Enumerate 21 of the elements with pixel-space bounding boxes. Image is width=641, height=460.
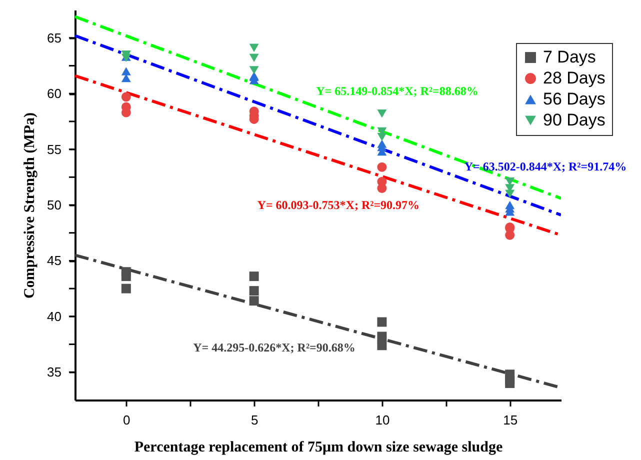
annotation: Y= 63.502-0.844*X; R²=91.74% [464,159,627,174]
annotation: Y= 65.149-0.854*X; R²=88.68% [316,84,478,98]
legend-label: 28 Days [543,68,606,88]
y-axis-title: Compressive Strength (MPa) [22,112,38,299]
x-tick-label: 15 [503,412,518,428]
x-tick-label: 10 [375,412,390,428]
y-tick-label: 45 [47,253,62,268]
y-tick-label: 60 [47,86,62,102]
annotation: Y= 44.295-0.626*X; R²=90.68% [193,340,356,355]
legend-label: 90 Days [543,110,606,130]
y-tick-label: 55 [47,142,62,157]
x-tick-label: 5 [250,412,258,428]
legend-label: 7 Days [543,48,596,66]
y-tick-label: 40 [47,308,62,324]
y-tick-label: 35 [47,364,62,380]
x-tick-label: 0 [123,412,130,428]
y-tick-label: 65 [47,30,62,46]
annotation: Y= 60.093-0.753*X; R²=90.97% [257,198,420,212]
x-axis-title: Percentage replacement of 75μm down size sewage sludge [134,440,503,456]
y-tick-label: 50 [47,198,62,212]
legend-label: 56 Days [543,90,606,108]
